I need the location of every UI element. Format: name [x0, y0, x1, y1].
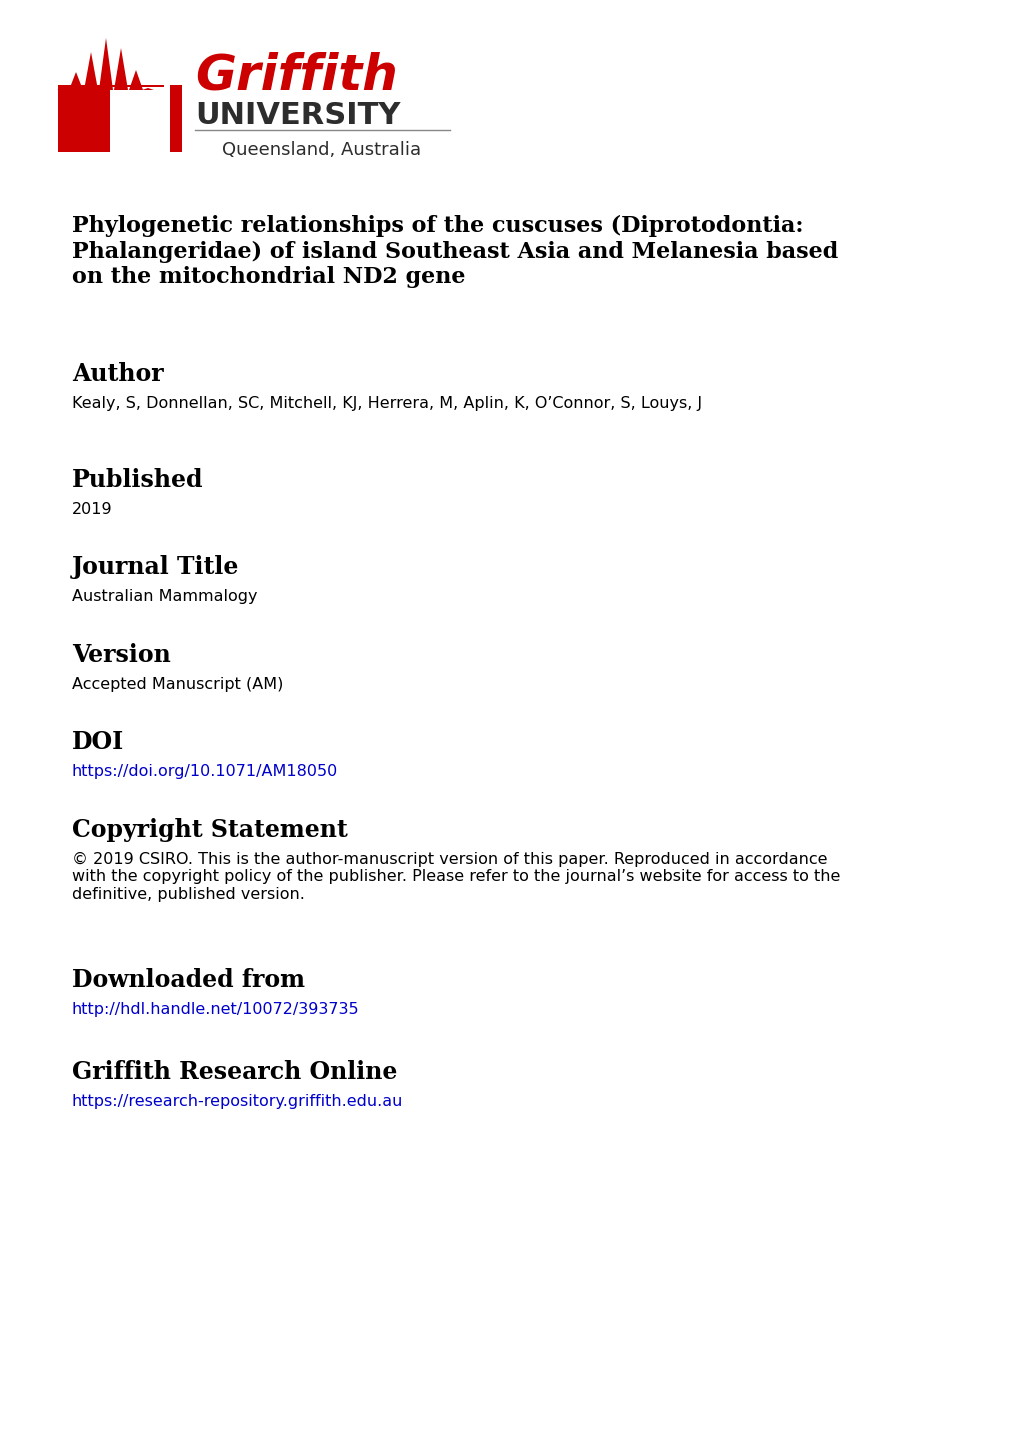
Text: Published: Published: [72, 469, 204, 492]
Text: Version: Version: [72, 643, 170, 668]
Text: https://research-repository.griffith.edu.au: https://research-repository.griffith.edu…: [72, 1094, 403, 1109]
Polygon shape: [99, 37, 113, 89]
Text: © 2019 CSIRO. This is the author-manuscript version of this paper. Reproduced in: © 2019 CSIRO. This is the author-manuscr…: [72, 852, 840, 901]
Text: Kealy, S, Donnellan, SC, Mitchell, KJ, Herrera, M, Aplin, K, O’Connor, S, Louys,: Kealy, S, Donnellan, SC, Mitchell, KJ, H…: [72, 397, 701, 411]
Text: Australian Mammalogy: Australian Mammalogy: [72, 588, 257, 604]
Polygon shape: [142, 88, 154, 89]
Bar: [58, 85, 164, 87]
Text: Downloaded from: Downloaded from: [72, 968, 305, 992]
Text: Queensland, Australia: Queensland, Australia: [222, 141, 421, 159]
Text: Author: Author: [72, 362, 163, 386]
Polygon shape: [128, 71, 143, 89]
Polygon shape: [84, 52, 98, 89]
Text: UNIVERSITY: UNIVERSITY: [195, 101, 400, 130]
Text: Accepted Manuscript (AM): Accepted Manuscript (AM): [72, 676, 283, 692]
Bar: [58, 85, 110, 151]
Text: 2019: 2019: [72, 502, 112, 518]
Polygon shape: [69, 72, 83, 89]
Polygon shape: [57, 88, 69, 89]
Text: http://hdl.handle.net/10072/393735: http://hdl.handle.net/10072/393735: [72, 1002, 360, 1017]
Text: Copyright Statement: Copyright Statement: [72, 818, 347, 842]
Text: Journal Title: Journal Title: [72, 555, 239, 580]
Text: Griffith Research Online: Griffith Research Online: [72, 1060, 397, 1084]
Text: https://doi.org/10.1071/AM18050: https://doi.org/10.1071/AM18050: [72, 764, 338, 779]
Text: DOI: DOI: [72, 730, 124, 754]
Text: Griffith: Griffith: [195, 50, 397, 99]
Polygon shape: [114, 48, 127, 89]
Text: Phylogenetic relationships of the cuscuses (Diprotodontia:
Phalangeridae) of isl: Phylogenetic relationships of the cuscus…: [72, 215, 838, 288]
Bar: [170, 85, 181, 151]
